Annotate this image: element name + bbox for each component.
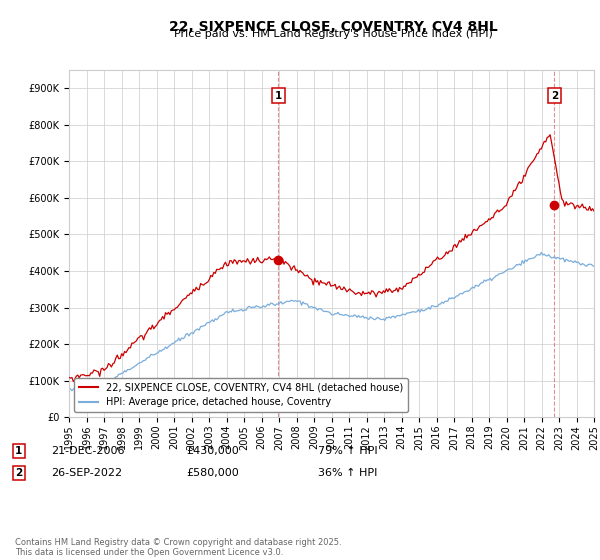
- Text: 1: 1: [15, 446, 22, 456]
- Text: £430,000: £430,000: [186, 446, 239, 456]
- Text: 36% ↑ HPI: 36% ↑ HPI: [318, 468, 377, 478]
- Text: 79% ↑ HPI: 79% ↑ HPI: [318, 446, 377, 456]
- Text: £580,000: £580,000: [186, 468, 239, 478]
- Legend: 22, SIXPENCE CLOSE, COVENTRY, CV4 8HL (detached house), HPI: Average price, deta: 22, SIXPENCE CLOSE, COVENTRY, CV4 8HL (d…: [74, 378, 408, 412]
- Text: 26-SEP-2022: 26-SEP-2022: [51, 468, 122, 478]
- Text: 2: 2: [15, 468, 22, 478]
- Text: 21-DEC-2006: 21-DEC-2006: [51, 446, 125, 456]
- Text: 1: 1: [275, 91, 282, 101]
- Text: 2: 2: [551, 91, 558, 101]
- Text: 22, SIXPENCE CLOSE, COVENTRY, CV4 8HL: 22, SIXPENCE CLOSE, COVENTRY, CV4 8HL: [169, 20, 497, 34]
- Text: Contains HM Land Registry data © Crown copyright and database right 2025.
This d: Contains HM Land Registry data © Crown c…: [15, 538, 341, 557]
- Text: Price paid vs. HM Land Registry's House Price Index (HPI): Price paid vs. HM Land Registry's House …: [173, 29, 493, 39]
